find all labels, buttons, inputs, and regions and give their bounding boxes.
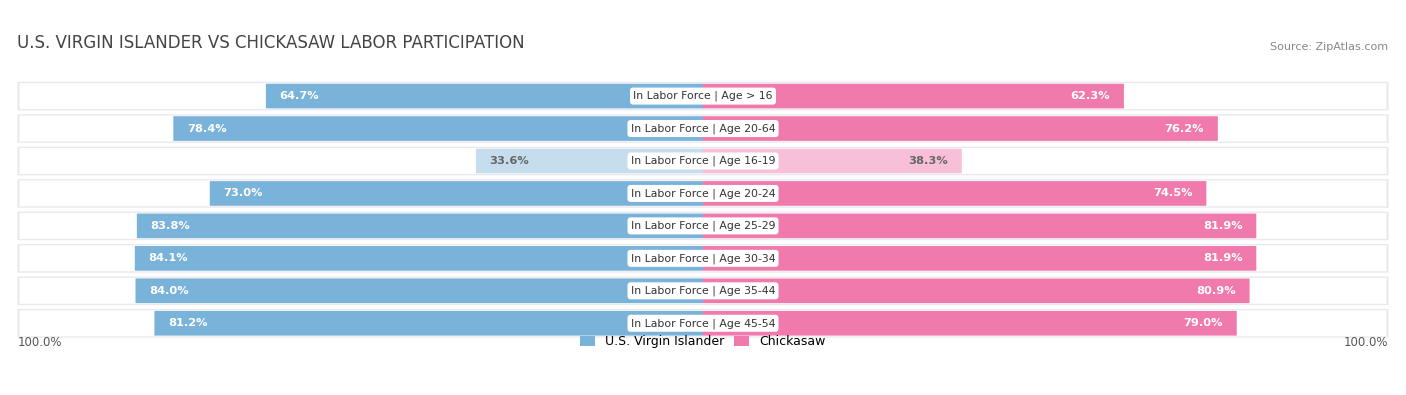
FancyBboxPatch shape: [173, 116, 703, 141]
Text: 84.1%: 84.1%: [149, 253, 188, 263]
Text: In Labor Force | Age 35-44: In Labor Force | Age 35-44: [631, 286, 775, 296]
Text: Source: ZipAtlas.com: Source: ZipAtlas.com: [1271, 42, 1389, 52]
FancyBboxPatch shape: [17, 244, 1389, 273]
FancyBboxPatch shape: [17, 114, 1389, 143]
FancyBboxPatch shape: [703, 278, 1250, 303]
FancyBboxPatch shape: [17, 82, 1389, 110]
FancyBboxPatch shape: [17, 276, 1389, 305]
Text: In Labor Force | Age 16-19: In Labor Force | Age 16-19: [631, 156, 775, 166]
FancyBboxPatch shape: [17, 212, 1389, 240]
Text: 81.9%: 81.9%: [1204, 221, 1243, 231]
Text: In Labor Force | Age 30-34: In Labor Force | Age 30-34: [631, 253, 775, 263]
Text: 100.0%: 100.0%: [17, 336, 62, 348]
FancyBboxPatch shape: [209, 181, 703, 206]
FancyBboxPatch shape: [17, 147, 1389, 175]
FancyBboxPatch shape: [135, 246, 703, 271]
Text: In Labor Force | Age > 16: In Labor Force | Age > 16: [633, 91, 773, 102]
Legend: U.S. Virgin Islander, Chickasaw: U.S. Virgin Islander, Chickasaw: [575, 330, 831, 354]
FancyBboxPatch shape: [703, 84, 1123, 108]
Text: 64.7%: 64.7%: [280, 91, 319, 101]
Text: In Labor Force | Age 20-24: In Labor Force | Age 20-24: [631, 188, 775, 199]
Text: 74.5%: 74.5%: [1153, 188, 1192, 198]
Text: 84.0%: 84.0%: [149, 286, 188, 296]
FancyBboxPatch shape: [703, 116, 1218, 141]
FancyBboxPatch shape: [135, 278, 703, 303]
FancyBboxPatch shape: [703, 149, 962, 173]
FancyBboxPatch shape: [703, 214, 1257, 238]
FancyBboxPatch shape: [155, 311, 703, 336]
Text: 62.3%: 62.3%: [1070, 91, 1111, 101]
FancyBboxPatch shape: [136, 214, 703, 238]
FancyBboxPatch shape: [266, 84, 703, 108]
FancyBboxPatch shape: [20, 148, 1386, 174]
Text: 83.8%: 83.8%: [150, 221, 190, 231]
Text: 80.9%: 80.9%: [1197, 286, 1236, 296]
FancyBboxPatch shape: [703, 311, 1237, 336]
Text: 33.6%: 33.6%: [489, 156, 529, 166]
FancyBboxPatch shape: [20, 245, 1386, 271]
Text: U.S. VIRGIN ISLANDER VS CHICKASAW LABOR PARTICIPATION: U.S. VIRGIN ISLANDER VS CHICKASAW LABOR …: [17, 34, 524, 52]
FancyBboxPatch shape: [17, 309, 1389, 338]
FancyBboxPatch shape: [20, 181, 1386, 207]
Text: 100.0%: 100.0%: [1344, 336, 1389, 348]
Text: 81.2%: 81.2%: [169, 318, 208, 328]
FancyBboxPatch shape: [20, 310, 1386, 336]
FancyBboxPatch shape: [703, 181, 1206, 206]
Text: In Labor Force | Age 20-64: In Labor Force | Age 20-64: [631, 123, 775, 134]
Text: 38.3%: 38.3%: [908, 156, 948, 166]
FancyBboxPatch shape: [703, 246, 1257, 271]
Text: In Labor Force | Age 25-29: In Labor Force | Age 25-29: [631, 221, 775, 231]
Text: 81.9%: 81.9%: [1204, 253, 1243, 263]
FancyBboxPatch shape: [20, 83, 1386, 109]
FancyBboxPatch shape: [20, 116, 1386, 141]
Text: 73.0%: 73.0%: [224, 188, 263, 198]
FancyBboxPatch shape: [20, 213, 1386, 239]
FancyBboxPatch shape: [20, 278, 1386, 304]
Text: 78.4%: 78.4%: [187, 124, 226, 134]
Text: 76.2%: 76.2%: [1164, 124, 1204, 134]
Text: In Labor Force | Age 45-54: In Labor Force | Age 45-54: [631, 318, 775, 329]
Text: 79.0%: 79.0%: [1184, 318, 1223, 328]
FancyBboxPatch shape: [17, 179, 1389, 208]
FancyBboxPatch shape: [475, 149, 703, 173]
FancyBboxPatch shape: [14, 80, 1392, 343]
